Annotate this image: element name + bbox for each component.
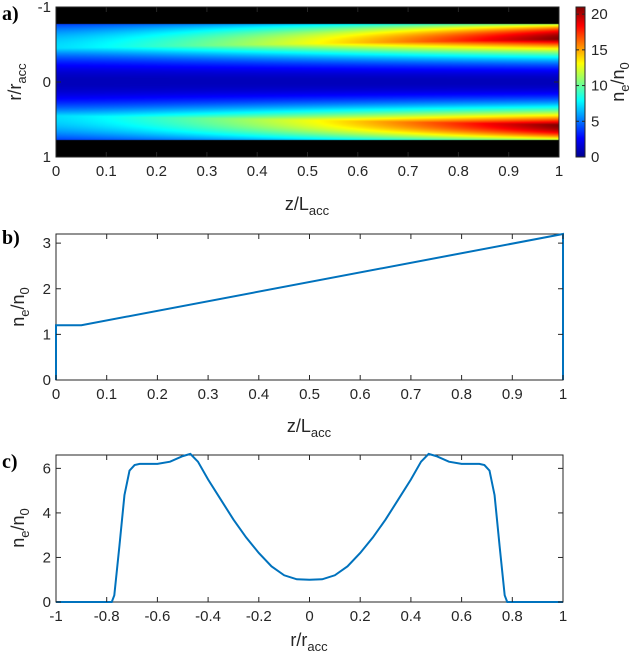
- panel-b-x-tick-label: 0.4: [248, 386, 269, 403]
- panel-c-x-tick-label: -0.4: [195, 608, 221, 625]
- panel-a-y-axis-label: r/racc: [5, 63, 29, 101]
- panel-c-x-tick-label: -0.2: [246, 608, 272, 625]
- panel-b-y-tick-label: 0: [43, 372, 51, 389]
- panel-c-x-tick-label: 0.8: [502, 608, 523, 625]
- panel-c-x-tick-label: 0.4: [400, 608, 421, 625]
- colorbar-label: ne/n0: [608, 62, 629, 102]
- panel-a-heatmap: a) 0 0.1 0.2 0.3 0.4 0.5 0.6 0.7 0.8 0.9 1 -101 z/…: [2, 0, 629, 218]
- colorbar-ticks: 0 5 10 15 20: [576, 6, 608, 166]
- panel-c-frame: [55, 454, 564, 603]
- panel-c-x-axis-label: r/racc: [290, 630, 328, 654]
- panel-b-x-tick-label: 0.2: [147, 386, 168, 403]
- panel-c-x-tick-label: -0.6: [144, 608, 170, 625]
- panel-b-x-tick-label: 0.1: [96, 386, 117, 403]
- panel-a-y-ticks: -1 0 1: [38, 0, 559, 166]
- panel-c-y-axis-label: ne/n0: [8, 508, 32, 548]
- panel-b-x-tick-label: 0.8: [451, 386, 472, 403]
- panel-b-y-axis-label: ne/n0: [8, 287, 32, 327]
- colorbar-frame: [575, 6, 586, 158]
- panel-a-label: a): [2, 3, 19, 25]
- panel-b-x-tick-label: 0.5: [299, 386, 320, 403]
- colorbar: [576, 7, 585, 157]
- panel-c-x-tick-label: 0.6: [451, 608, 472, 625]
- panel-b-x-tick-label: 0.9: [502, 386, 523, 403]
- panel-a-y-tick-label: 0: [43, 74, 51, 91]
- panel-b-label: b): [2, 227, 20, 249]
- panel-c-y-tick-label: 2: [43, 549, 51, 566]
- panel-a-x-tick-label: 0.2: [146, 163, 167, 180]
- density-heatmap: [56, 7, 559, 157]
- panel-a-x-tick-label: 0.8: [448, 163, 469, 180]
- panel-b-x-tick-label: 0.7: [400, 386, 421, 403]
- panel-b-y-tick-label: 1: [43, 326, 51, 343]
- panel-c-line-chart: c) -1 -0.8 -0.6 -0.4 -0.2 0 0.2 0.4 0.6 0.8 1 0 2 4 6…: [2, 451, 567, 654]
- panel-c-y-tick-label: 6: [43, 460, 51, 477]
- panel-c-x-tick-label: 0: [305, 608, 313, 625]
- colorbar-tick-label: 5: [591, 113, 599, 130]
- panel-c-x-tick-label: -1: [49, 608, 62, 625]
- colorbar-tick-label: 20: [591, 6, 608, 23]
- panel-b-frame: [55, 233, 564, 381]
- panel-c-label: c): [2, 451, 18, 473]
- panel-a-x-tick-label: 0: [52, 163, 60, 180]
- panel-a-x-tick-label: 0.1: [96, 163, 117, 180]
- colorbar-tick-label: 15: [591, 42, 608, 59]
- panel-b-line-chart: b) 0 0.1 0.2 0.3 0.4 0.5 0.6 0.7 0.8 0.9 1 0 1 2 3 z/…: [2, 227, 567, 440]
- colorbar-tick-label: 0: [591, 149, 599, 166]
- panel-b-y-tick-label: 3: [43, 235, 51, 252]
- panel-b-y-ticks: 0 1 2 3: [43, 235, 563, 389]
- panel-c-y-tick-label: 0: [43, 594, 51, 611]
- panel-a-x-tick-label: 0.4: [247, 163, 268, 180]
- panel-a-x-axis-label: z/Lacc: [285, 194, 330, 218]
- panel-a-x-tick-label: 0.3: [196, 163, 217, 180]
- panel-c-x-tick-label: -0.8: [94, 608, 120, 625]
- panel-b-density-line: [55, 232, 564, 380]
- panel-b-x-tick-label: 0.3: [198, 386, 219, 403]
- panel-b-y-tick-label: 2: [43, 281, 51, 298]
- panel-a-x-tick-label: 0.5: [297, 163, 318, 180]
- panel-c-x-tick-label: 1: [559, 608, 567, 625]
- panel-a-y-tick-label: -1: [38, 0, 51, 16]
- panel-b-x-tick-label: 0: [52, 386, 60, 403]
- panel-c-y-tick-label: 4: [43, 505, 51, 522]
- panel-a-x-tick-label: 0.6: [347, 163, 368, 180]
- panel-c-y-ticks: 0 2 4 6: [43, 460, 563, 611]
- panel-b-x-ticks: 0 0.1 0.2 0.3 0.4 0.5 0.6 0.7 0.8 0.9 1: [52, 234, 567, 403]
- panel-b-x-tick-label: 1: [559, 386, 567, 403]
- panel-c-x-tick-label: 0.2: [350, 608, 371, 625]
- colorbar-tick-label: 10: [591, 78, 608, 95]
- panel-a-y-tick-label: 1: [43, 149, 51, 166]
- panel-a-x-ticks: 0 0.1 0.2 0.3 0.4 0.5 0.6 0.7 0.8 0.9 1: [52, 7, 563, 180]
- panel-a-x-tick-label: 1: [555, 163, 563, 180]
- panel-c-x-ticks: -1 -0.8 -0.6 -0.4 -0.2 0 0.2 0.4 0.6 0.8 1: [49, 455, 567, 625]
- panel-a-x-tick-label: 0.9: [498, 163, 519, 180]
- panel-c-radial-profile-line: [56, 452, 563, 603]
- panel-a-x-tick-label: 0.7: [398, 163, 419, 180]
- panel-b-x-axis-label: z/Lacc: [287, 416, 332, 440]
- panel-b-x-tick-label: 0.6: [350, 386, 371, 403]
